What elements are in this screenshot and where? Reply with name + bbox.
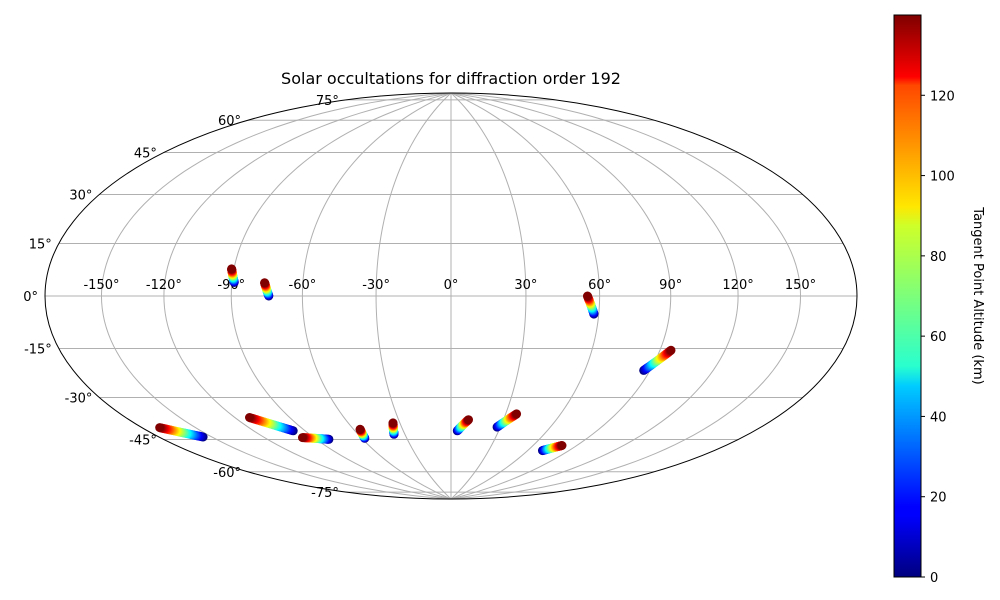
occultation-track	[452, 415, 473, 436]
lat-tick-label: -45°	[129, 434, 157, 449]
occultation-track	[492, 409, 522, 432]
occultation-track	[355, 424, 370, 443]
lat-tick-label: -30°	[65, 392, 93, 407]
occultation-track	[245, 413, 298, 436]
colorbar-tick-label: 0	[930, 571, 938, 586]
lon-tick-label: 0°	[444, 278, 459, 293]
colorbar	[893, 14, 922, 578]
lon-tick-label: -30°	[362, 278, 390, 293]
colorbar-tick-label: 80	[930, 250, 947, 265]
colorbar-label: Tangent Point Altitude (km)	[970, 206, 985, 384]
colorbar-tick-label: 100	[930, 170, 955, 185]
occultation-point	[666, 345, 676, 355]
occultation-track	[298, 433, 334, 444]
lat-tick-label: -60°	[213, 466, 241, 481]
lat-tick-label: -75°	[311, 486, 339, 501]
colorbar-ticks: 0 20 40 60 80 100 120	[921, 89, 955, 586]
lat-tick-label: 15°	[29, 238, 52, 253]
lat-tick-label: 45°	[134, 147, 157, 162]
colorbar-tick-label: 20	[930, 491, 947, 506]
occultation-points	[155, 264, 676, 456]
colorbar-tick-label: 40	[930, 410, 947, 425]
occultation-point	[245, 413, 254, 422]
chart-title: Solar occultations for diffraction order…	[281, 69, 621, 88]
occultation-point	[155, 423, 165, 433]
map-boundary	[44, 92, 858, 500]
occultation-track	[639, 345, 676, 375]
occultation-point	[227, 264, 237, 274]
occultation-track	[227, 264, 239, 287]
lon-tick-label: -120°	[146, 278, 182, 293]
occultation-track	[583, 291, 599, 319]
occultation-point	[260, 278, 270, 288]
occultation-point	[557, 441, 567, 450]
lon-tick-label: 120°	[722, 278, 753, 293]
occultation-point	[512, 409, 522, 419]
lat-tick-label: 60°	[218, 114, 241, 129]
occultation-point	[298, 433, 307, 443]
colorbar-tick-label: 120	[930, 89, 955, 104]
lon-tick-labels: -150°-120°-90°-60°-30°0°30°60°90°120°150…	[83, 278, 816, 293]
lat-tick-label: 30°	[69, 189, 92, 204]
lon-tick-label: -150°	[83, 278, 119, 293]
occultation-point	[388, 418, 398, 428]
occultation-point	[583, 291, 592, 301]
lat-tick-labels: 75° 60° 45° 30° 15° 0° -15° -30° -45° -60° -75°	[23, 94, 339, 501]
occultation-point	[464, 415, 473, 425]
occultation-track	[538, 441, 567, 456]
occultation-track	[155, 423, 208, 442]
lon-tick-label: 150°	[785, 278, 816, 293]
lon-tick-label: 90°	[659, 278, 682, 293]
map-grid	[45, 93, 857, 499]
colorbar-tick-label: 60	[930, 330, 947, 345]
occultation-point	[355, 424, 365, 434]
lon-tick-label: 30°	[514, 278, 537, 293]
lon-tick-label: 60°	[588, 278, 611, 293]
lat-tick-label: -15°	[24, 343, 52, 358]
lat-tick-label: 0°	[23, 290, 38, 305]
lat-tick-label: 75°	[316, 94, 339, 109]
lon-tick-label: -60°	[289, 278, 317, 293]
occultation-track	[388, 418, 399, 439]
occultation-track	[260, 278, 274, 301]
